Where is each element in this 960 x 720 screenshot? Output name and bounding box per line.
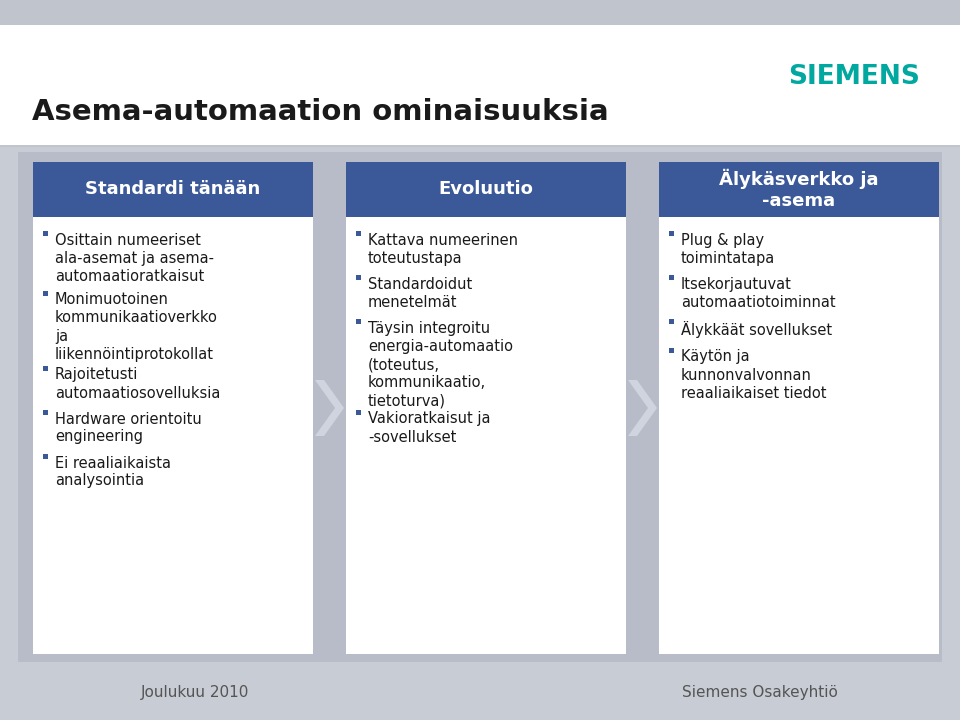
Text: Osittain numeeriset
ala-asemat ja asema-
automaatioratkaisut: Osittain numeeriset ala-asemat ja asema-…: [55, 233, 214, 284]
Text: Evoluutio: Evoluutio: [439, 181, 534, 199]
Polygon shape: [628, 380, 657, 436]
Bar: [669, 348, 674, 353]
Text: Monimuotoinen
kommunikaatioverkko
ja
liikennöintiprotokollat: Monimuotoinen kommunikaatioverkko ja lii…: [55, 292, 218, 361]
Bar: [669, 319, 674, 324]
Text: Plug & play
toimintatapa: Plug & play toimintatapa: [681, 233, 776, 266]
Text: Siemens Osakeyhtiö: Siemens Osakeyhtiö: [682, 685, 838, 700]
Bar: [356, 231, 361, 236]
Bar: [356, 275, 361, 280]
Bar: [43, 231, 48, 236]
Bar: [356, 410, 361, 415]
Bar: [0, 662, 960, 664]
Bar: [18, 152, 942, 662]
Bar: [0, 145, 960, 147]
Text: Ei reaaliaikaista
analysointia: Ei reaaliaikaista analysointia: [55, 456, 171, 488]
Text: Vakioratkaisut ja
-sovellukset: Vakioratkaisut ja -sovellukset: [368, 412, 491, 444]
Text: Älykäsverkko ja
-asema: Älykäsverkko ja -asema: [719, 169, 878, 210]
Bar: [0, 662, 960, 720]
Text: Kattava numeerinen
toteutustapa: Kattava numeerinen toteutustapa: [368, 233, 518, 266]
Bar: [669, 231, 674, 236]
Bar: [346, 162, 626, 654]
Bar: [43, 410, 48, 415]
Text: Standardi tänään: Standardi tänään: [85, 181, 260, 199]
Bar: [43, 454, 48, 459]
Bar: [346, 162, 626, 217]
Bar: [659, 162, 939, 217]
Bar: [33, 162, 313, 217]
Bar: [33, 162, 313, 654]
Bar: [43, 366, 48, 371]
Bar: [43, 290, 48, 295]
Bar: [669, 275, 674, 280]
Bar: [356, 319, 361, 324]
Bar: [0, 25, 960, 145]
Text: Älykkäät sovellukset: Älykkäät sovellukset: [681, 321, 832, 338]
Text: Asema-automaation ominaisuuksia: Asema-automaation ominaisuuksia: [32, 98, 609, 126]
Text: Standardoidut
menetelmät: Standardoidut menetelmät: [368, 277, 472, 310]
Text: Joulukuu 2010: Joulukuu 2010: [141, 685, 250, 700]
Text: Käytön ja
kunnonvalvonnan
reaaliaikaiset tiedot: Käytön ja kunnonvalvonnan reaaliaikaiset…: [681, 349, 827, 400]
Text: SIEMENS: SIEMENS: [788, 64, 920, 90]
Text: Itsekorjautuvat
automaatiotoiminnat: Itsekorjautuvat automaatiotoiminnat: [681, 277, 835, 310]
Text: Rajoitetusti
automaatiosovelluksia: Rajoitetusti automaatiosovelluksia: [55, 367, 221, 400]
Bar: [659, 162, 939, 654]
Text: Hardware orientoitu
engineering: Hardware orientoitu engineering: [55, 412, 202, 444]
Bar: [0, 0, 960, 25]
Polygon shape: [315, 380, 344, 436]
Text: Täysin integroitu
energia-automaatio
(toteutus,
kommunikaatio,
tietoturva): Täysin integroitu energia-automaatio (to…: [368, 321, 513, 408]
